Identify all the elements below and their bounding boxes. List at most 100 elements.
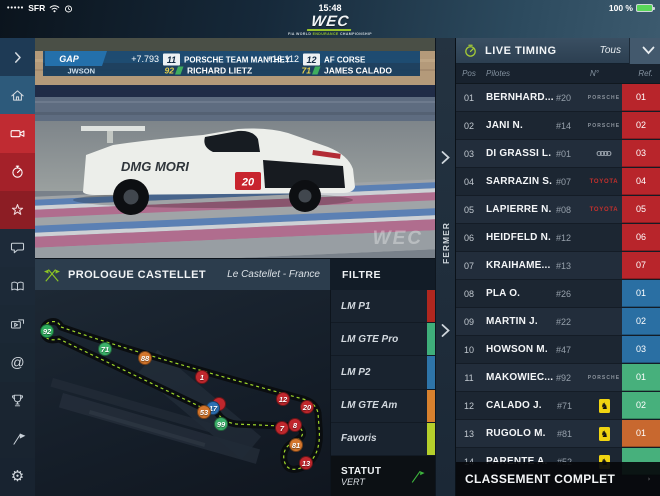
car-marker[interactable]: 99 <box>214 417 228 431</box>
battery-percent: 100 % <box>608 3 633 13</box>
filter-item[interactable]: Favoris <box>331 422 435 457</box>
battle1-team: PORSCHE TEAM MANTHEY <box>184 56 291 65</box>
filter-item-label: LM GTE Am <box>341 400 398 412</box>
row-position: 14 <box>456 457 482 467</box>
sidebar-item-chat[interactable] <box>0 228 35 268</box>
filter-item[interactable]: LM GTE Am <box>331 389 435 423</box>
sidebar-item-flags[interactable] <box>0 419 35 458</box>
car-marker[interactable]: 92 <box>40 324 54 338</box>
timing-row[interactable]: 08 PLA O. #26 01 <box>456 280 660 308</box>
filter-class-color <box>427 290 435 323</box>
row-driver: HOWSON M. <box>486 344 548 355</box>
column-number: N° <box>590 69 599 78</box>
timing-row[interactable]: 10 HOWSON M. #47 03 <box>456 336 660 364</box>
status-value: VERT <box>341 476 365 487</box>
timing-row[interactable]: 06 HEIDFELD N. #12 06 <box>456 224 660 252</box>
timing-row[interactable]: 02 JANI N. #14 PORSCHE 02 <box>456 112 660 140</box>
row-driver: BERNHARD... <box>486 92 554 103</box>
filter-item[interactable]: LM GTE Pro <box>331 323 435 357</box>
panel-divider[interactable]: FERMER <box>435 38 455 496</box>
at-sign-icon: @ <box>10 354 25 371</box>
close-panel-label[interactable]: FERMER <box>440 222 451 264</box>
row-car-number: #20 <box>556 92 572 103</box>
video-camera-icon <box>10 130 25 138</box>
sidebar-item-expand[interactable] <box>0 38 35 77</box>
sidebar-item-video[interactable] <box>0 114 35 153</box>
filter-item[interactable]: LM P2 <box>331 356 435 390</box>
row-position: 04 <box>463 176 474 187</box>
class-position-badge: 01 <box>622 280 660 307</box>
sidebar-item-social[interactable]: @ <box>0 343 35 382</box>
filter-item-label: LM GTE Pro <box>341 333 399 345</box>
timing-row[interactable]: 03 DI GRASSI L. #01 03 <box>456 140 660 168</box>
class-position-badge: 07 <box>622 252 660 279</box>
track-map[interactable]: 92 71 88 1 12 20 17 <box>35 290 330 496</box>
timing-row[interactable]: 01 BERNHARD... #20 PORSCHE 01 <box>456 84 660 112</box>
car-marker[interactable]: 71 <box>98 342 112 356</box>
session-label: JWSON <box>67 67 95 76</box>
battle2-gap: +16.112 <box>267 54 299 64</box>
timing-row[interactable]: 07 KRAIHAME... #13 07 <box>456 252 660 280</box>
star-icon <box>11 204 24 216</box>
row-driver: HEIDFELD N. <box>486 232 551 243</box>
row-car-number: #92 <box>556 372 572 383</box>
car-marker[interactable]: 8 <box>288 418 302 432</box>
row-position: 03 <box>463 148 474 159</box>
filter-item[interactable]: LM P1 <box>331 290 435 324</box>
row-position: 05 <box>463 204 474 215</box>
class-position-badge: 02 <box>622 308 660 335</box>
car-marker[interactable]: 88 <box>138 351 152 365</box>
filter-class-color <box>427 323 435 356</box>
battle2-pos: 12 <box>306 55 316 65</box>
status-right: 100 % <box>608 3 655 13</box>
filter-item-label: LM P1 <box>341 300 371 312</box>
row-position: 09 <box>463 316 474 327</box>
sidebar-item-timing[interactable] <box>0 152 35 191</box>
full-standings-button[interactable]: CLASSEMENT COMPLET <box>456 462 660 496</box>
timing-row[interactable]: 12 CALADO J. #71 02 <box>456 392 660 420</box>
live-timing-panel: LIVE TIMING Tous Pos Pilotes N° Ref. 01 <box>455 37 660 496</box>
car-marker[interactable]: 53 <box>197 405 211 419</box>
timing-row[interactable]: 04 SARRAZIN S. #07 TOYOTA 04 <box>456 168 660 196</box>
chevron-right-icon <box>648 477 650 481</box>
timing-rows: 01 BERNHARD... #20 PORSCHE 01 02 JANI N.… <box>456 84 660 496</box>
row-car-number: #26 <box>556 288 572 299</box>
row-driver: LAPIERRE N. <box>486 204 552 215</box>
timing-row[interactable]: 09 MARTIN J. #22 02 <box>456 308 660 336</box>
track-status[interactable]: STATUT VERT <box>331 456 435 496</box>
car-marker[interactable]: 1 <box>195 370 209 384</box>
class-position-badge: 01 <box>622 364 660 391</box>
sidebar-item-settings[interactable]: ⚙ <box>0 457 35 496</box>
car-marker[interactable]: 7 <box>275 421 289 435</box>
chevron-right-icon[interactable] <box>440 150 451 165</box>
status-left: ••••• SFR <box>7 3 73 13</box>
row-position: 13 <box>463 428 474 439</box>
sidebar-item-favorites[interactable] <box>0 190 35 229</box>
row-position: 08 <box>463 288 474 299</box>
live-timing-title: LIVE TIMING <box>485 44 557 57</box>
timing-collapse-button[interactable] <box>629 37 660 64</box>
manufacturer-logo: TOYOTA <box>589 206 619 213</box>
car-marker[interactable]: 81 <box>289 438 303 452</box>
car-marker[interactable]: 20 <box>300 400 314 414</box>
car-marker[interactable]: 13 <box>299 456 313 470</box>
sidebar-item-news[interactable] <box>0 267 35 306</box>
timing-row[interactable]: 11 MAKOWIEC... #92 PORSCHE 01 <box>456 364 660 392</box>
sidebar-item-replay[interactable] <box>0 305 35 344</box>
car-marker[interactable]: 12 <box>276 392 290 406</box>
row-driver: DI GRASSI L. <box>486 148 552 159</box>
chevron-right-icon[interactable] <box>440 323 451 338</box>
manufacturer-logo <box>599 454 610 469</box>
wifi-icon <box>49 4 60 12</box>
green-flag-icon <box>411 470 425 483</box>
timing-row[interactable]: 05 LAPIERRE N. #08 TOYOTA 05 <box>456 196 660 224</box>
sidebar-item-home[interactable] <box>0 76 35 115</box>
timing-scope-selector[interactable]: Tous <box>599 45 621 56</box>
filter-item-label: LM P2 <box>341 367 371 378</box>
sidebar-item-results[interactable] <box>0 381 35 420</box>
timing-row[interactable]: 13 RUGOLO M. #81 01 <box>456 420 660 448</box>
row-driver: KRAIHAME... <box>486 260 551 271</box>
row-driver: MAKOWIEC... <box>486 372 554 383</box>
live-video-player[interactable]: DMG MORI 20 WEC GAP JWSON <box>35 38 435 258</box>
home-icon <box>11 90 24 101</box>
